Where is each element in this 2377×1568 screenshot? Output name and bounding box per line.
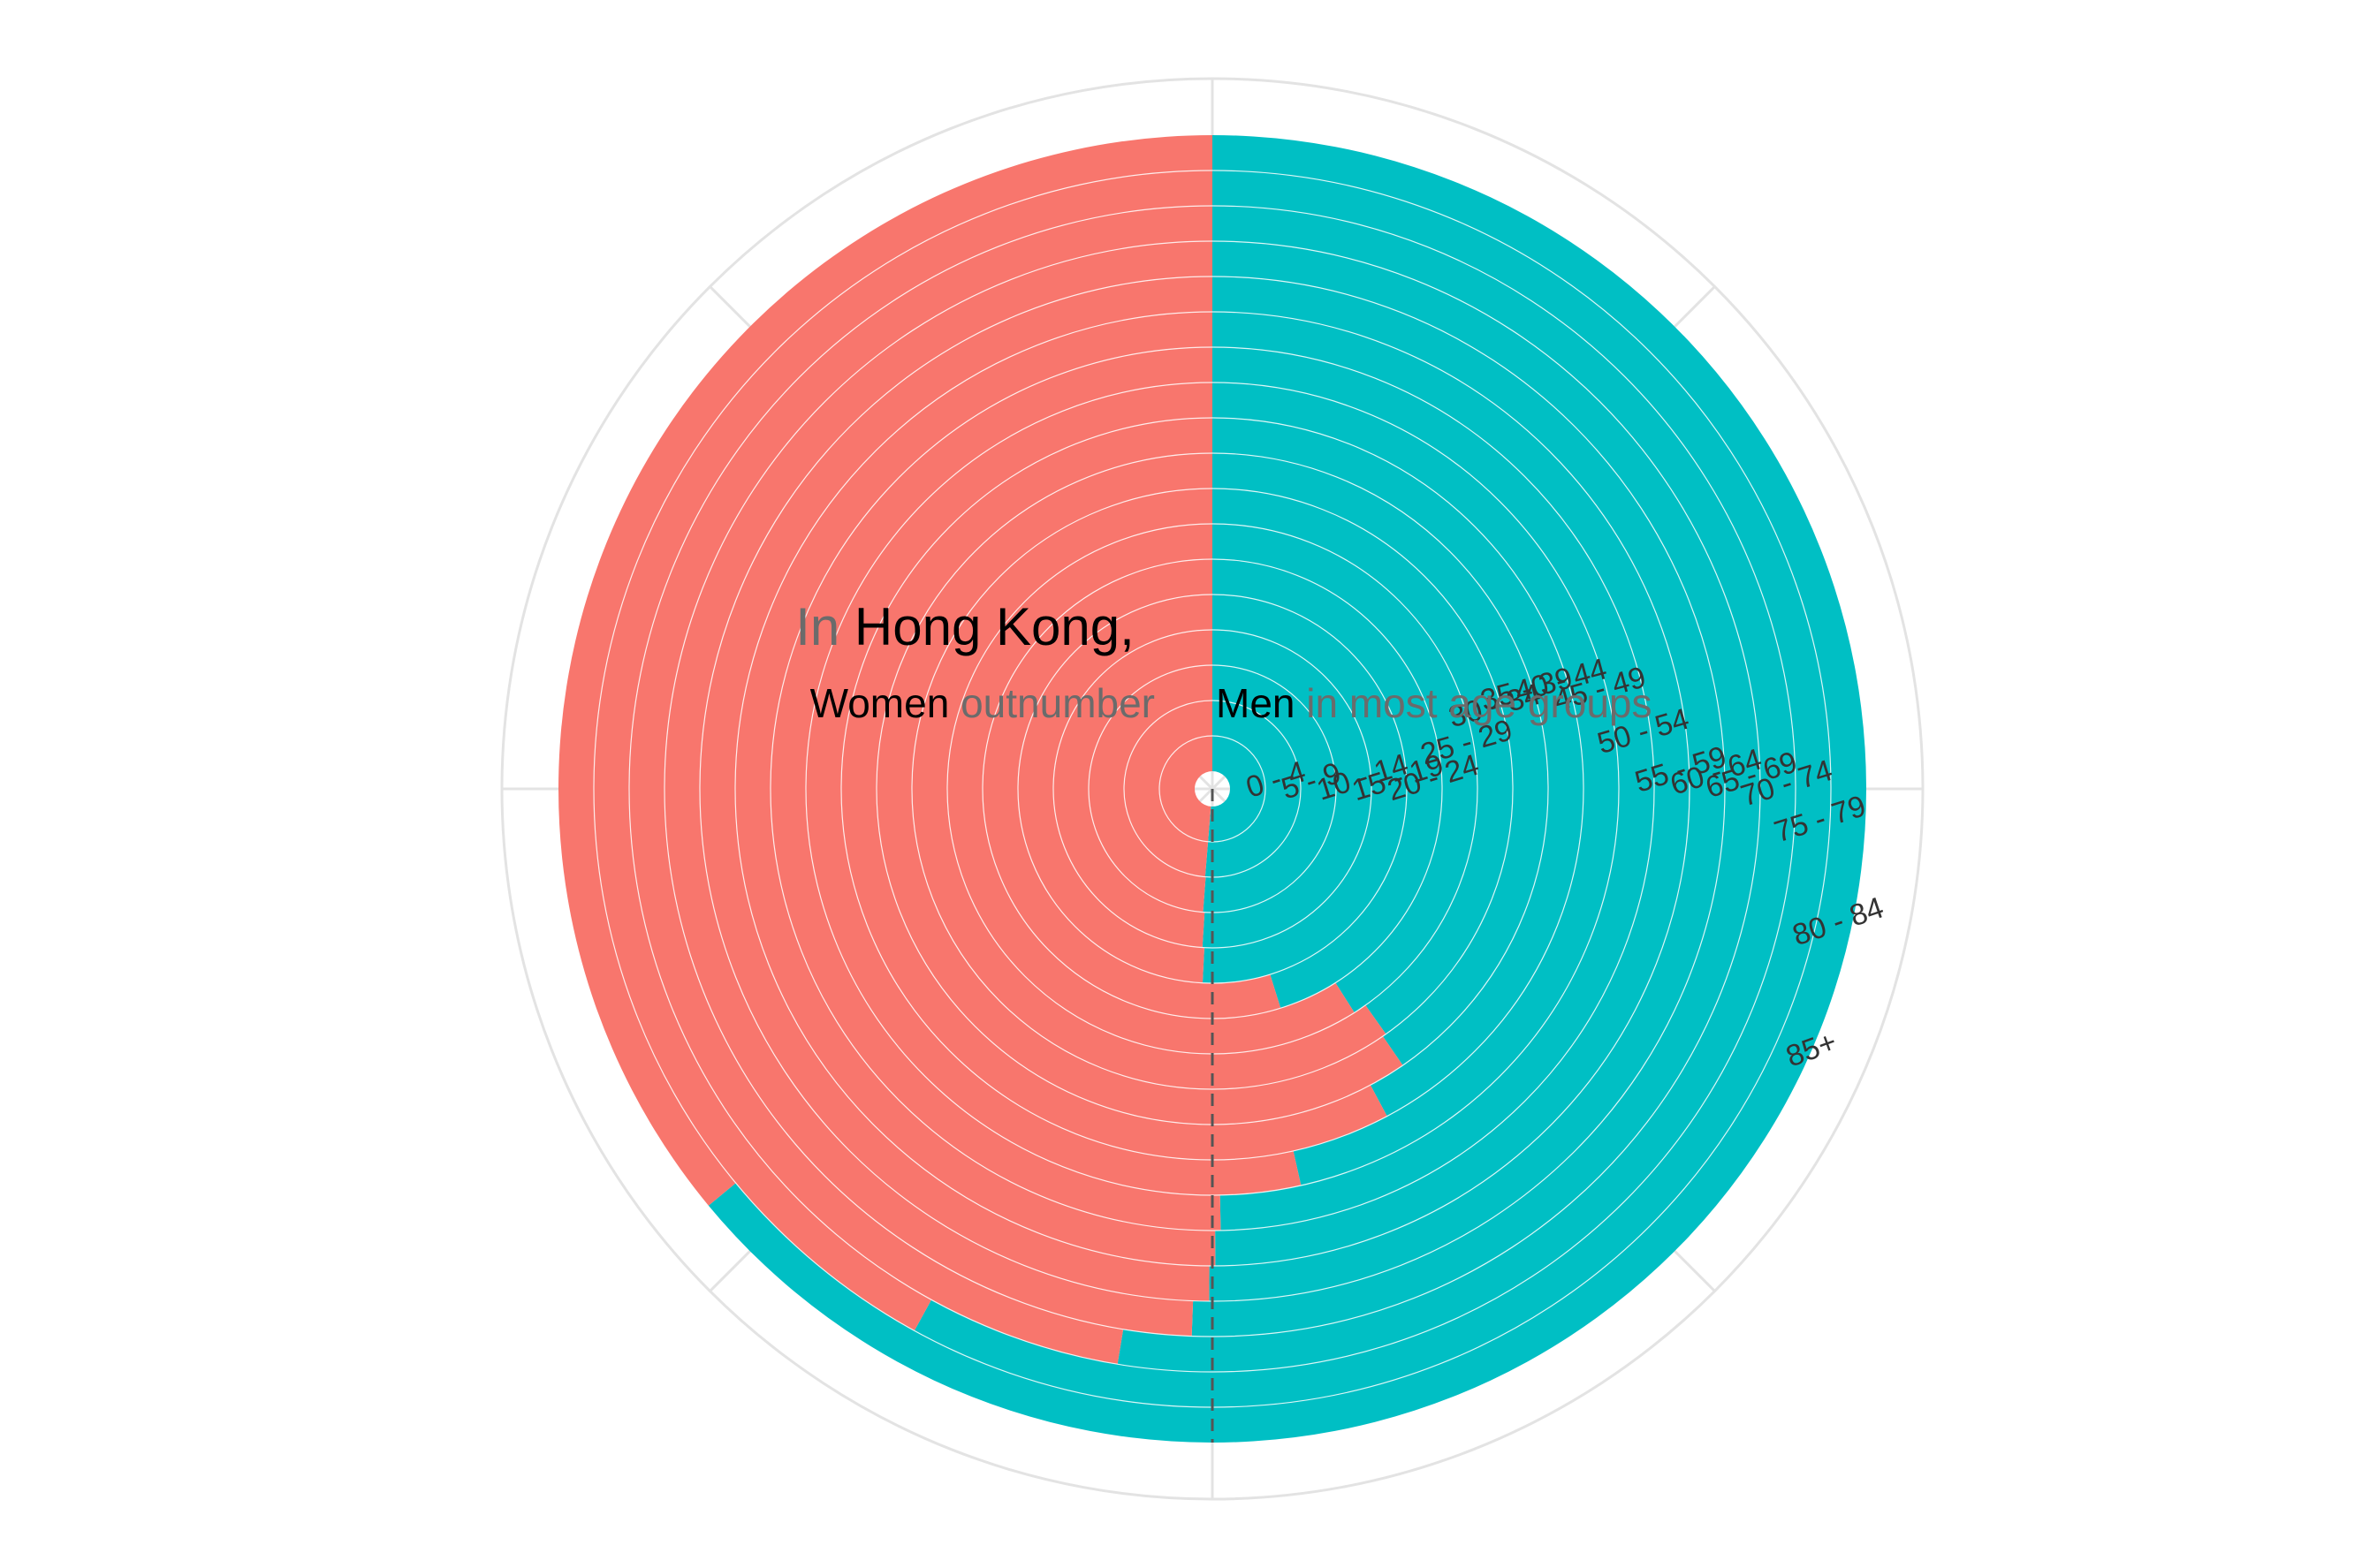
bar-men-17	[708, 135, 1866, 1443]
subtitle-outnumber: outnumber	[961, 680, 1155, 726]
bar-men-7	[1212, 489, 1514, 1034]
subtitle-most-groups: in most age groups	[1295, 680, 1652, 726]
chart-title: In Hong Kong,	[795, 597, 1135, 656]
subtitle-men: Men	[1216, 680, 1295, 726]
bar-men-3	[1202, 630, 1372, 948]
bar-women-6	[947, 524, 1355, 1054]
bar-men-1	[1204, 701, 1302, 877]
title-in: In	[795, 597, 854, 656]
bar-women-17	[558, 134, 1212, 1206]
bar-women-0	[1159, 736, 1212, 842]
ring-separator	[1052, 629, 1372, 949]
subtitle-women: Women	[810, 680, 961, 726]
ring-separator	[770, 346, 1655, 1231]
bar-men-5	[1212, 559, 1443, 1009]
bar-men-0	[1208, 736, 1266, 843]
ring-separator	[628, 205, 1796, 1373]
bar-men-6	[1212, 524, 1478, 1013]
bar-women-2	[1088, 665, 1212, 913]
subtitle-women-part: Women outnumber	[810, 680, 1155, 726]
ring-separator	[911, 488, 1514, 1090]
bar-women-3	[1053, 630, 1212, 948]
bar-women-4	[1017, 595, 1212, 983]
bar-women-7	[912, 489, 1386, 1089]
bar-women-8	[877, 453, 1403, 1125]
bar-men-4	[1202, 595, 1407, 983]
bar-women-1	[1124, 701, 1212, 877]
ring-separator	[664, 240, 1761, 1337]
bar-rings	[558, 134, 1866, 1443]
title-hong-kong: Hong Kong,	[854, 597, 1135, 656]
bar-men-9	[1212, 418, 1583, 1117]
bar-men-8	[1212, 453, 1549, 1065]
subtitle-men-part: Men in most age groups	[1216, 680, 1652, 726]
bar-men-2	[1203, 665, 1336, 913]
